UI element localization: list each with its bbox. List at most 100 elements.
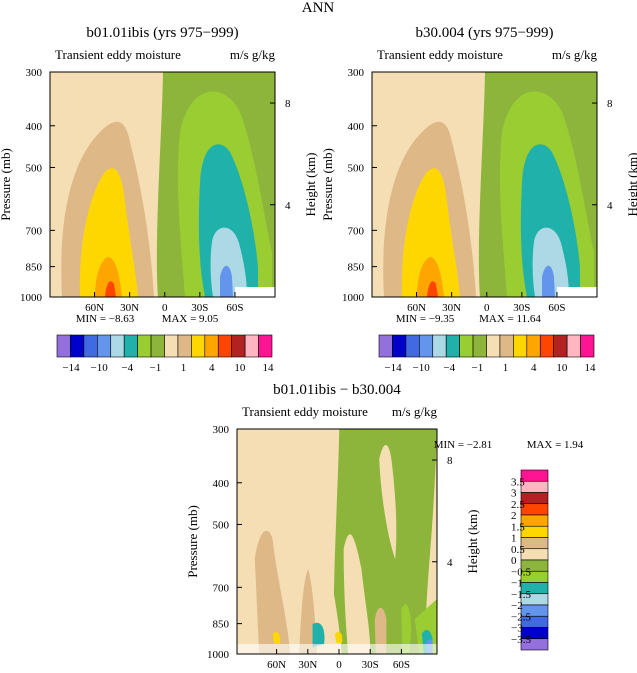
colorbar-box — [520, 638, 549, 651]
max-label: MAX = 11.64 — [479, 313, 541, 325]
panel-subtitle: Transient eddy moisture — [242, 404, 368, 419]
x-tick-label: 0 — [484, 302, 490, 314]
min-label: MIN = −8.63 — [76, 313, 135, 325]
colorbar-box — [419, 334, 434, 358]
y-tick-label: 1000 — [207, 649, 230, 661]
y-tick-label: 850 — [348, 262, 365, 274]
plot-frame — [236, 428, 438, 655]
y2-tick-label: 8 — [447, 455, 453, 467]
min-label: MIN = −9.35 — [396, 313, 455, 325]
colorbar-box — [164, 334, 179, 358]
colorbar-box — [520, 503, 549, 516]
colorbar-box — [231, 334, 246, 358]
colorbar-box — [520, 537, 549, 550]
max-label: MAX = 1.94 — [527, 439, 584, 451]
plot-area — [50, 72, 275, 297]
panel-units: m/s g/kg — [552, 47, 598, 62]
x-tick-label: 30N — [298, 659, 317, 671]
y2-tick-label: 4 — [285, 200, 291, 212]
colorbar-label: −1.5 — [511, 589, 531, 601]
y-tick-label: 400 — [213, 478, 230, 490]
colorbar-label: 1.5 — [511, 521, 525, 533]
colorbar-label: −14 — [384, 362, 402, 374]
colorbar-label: −2 — [511, 600, 523, 612]
x-tick-label: 60S — [226, 302, 243, 314]
y-tick-label: 500 — [26, 162, 43, 174]
y2-axis-label: Height (km) — [625, 153, 637, 217]
min-label: MIN = −2.81 — [434, 439, 493, 451]
colorbar-box — [513, 334, 528, 358]
colorbar-label: −1 — [150, 362, 162, 374]
colorbar-label: 3 — [511, 488, 517, 500]
colorbar-label: 2 — [511, 510, 517, 522]
colorbar-box — [526, 334, 541, 358]
plot-frame — [371, 71, 598, 298]
colorbar-label: 3.5 — [511, 476, 525, 488]
colorbar-box — [204, 334, 219, 358]
y2-tick-label: 4 — [447, 557, 453, 569]
colorbar-label: 4 — [531, 362, 537, 374]
colorbar-label: 0 — [511, 555, 517, 567]
y-tick-label: 500 — [348, 162, 365, 174]
colorbar-label: 10 — [234, 362, 246, 374]
colorbar-box — [520, 525, 549, 538]
colorbar-box — [486, 334, 501, 358]
colorbar-label: −3.5 — [511, 634, 531, 646]
colorbar-box — [566, 334, 581, 358]
y-tick-label: 400 — [348, 121, 365, 133]
y-axis-label: Pressure (mb) — [0, 148, 13, 221]
colorbar-label: 1 — [503, 362, 509, 374]
colorbar-box — [56, 334, 71, 358]
colorbar-label: −3 — [511, 623, 523, 635]
colorbar-box — [258, 334, 273, 358]
y-tick-label: 300 — [213, 424, 230, 436]
panel-title: b01.01ibis (yrs 975−999) — [86, 25, 238, 41]
colorbar-box — [432, 334, 447, 358]
colorbar-box — [520, 548, 549, 561]
y-tick-label: 700 — [348, 225, 365, 237]
colorbar-box — [520, 514, 549, 527]
panel-subtitle: Transient eddy moisture — [55, 47, 181, 62]
colorbar-box — [553, 334, 568, 358]
colorbar-box — [520, 480, 549, 493]
colorbar-label: 0.5 — [511, 544, 525, 556]
colorbar-box — [123, 334, 138, 358]
y-tick-label: 300 — [348, 67, 365, 79]
plot-frame — [49, 71, 276, 298]
y-tick-label: 700 — [26, 225, 43, 237]
colorbar-label: 1 — [511, 533, 517, 545]
colorbar-box — [70, 334, 85, 358]
x-tick-label: 30S — [513, 302, 530, 314]
contour-field — [50, 72, 275, 297]
x-tick-label: 60N — [267, 659, 286, 671]
colorbar-box — [378, 334, 393, 358]
colorbar-label: 1 — [181, 362, 187, 374]
y2-axis-label: Height (km) — [303, 153, 318, 217]
y-tick-label: 1000 — [342, 292, 365, 304]
panel-units: m/s g/kg — [392, 404, 438, 419]
colorbar-box — [405, 334, 420, 358]
colorbar-label: −10 — [413, 362, 431, 374]
colorbar-label: 14 — [584, 362, 596, 374]
y2-tick-label: 8 — [285, 98, 291, 110]
panel-units: m/s g/kg — [230, 47, 276, 62]
y-tick-label: 400 — [26, 121, 43, 133]
y-axis-label: Pressure (mb) — [320, 148, 335, 221]
colorbar-box — [459, 334, 474, 358]
y-axis-label: Pressure (mb) — [185, 505, 200, 578]
y-tick-label: 500 — [213, 519, 230, 531]
colorbar-label: −2.5 — [511, 611, 531, 623]
max-label: MAX = 9.05 — [162, 313, 219, 325]
colorbar-label: 2.5 — [511, 499, 525, 511]
colorbar-box — [580, 334, 595, 358]
y-tick-label: 300 — [26, 67, 43, 79]
colorbar-box — [150, 334, 165, 358]
colorbar-box — [520, 469, 549, 482]
y-tick-label: 1000 — [20, 292, 43, 304]
colorbar-box — [137, 334, 152, 358]
x-tick-label: 0 — [162, 302, 168, 314]
colorbar-label: −1 — [511, 578, 523, 590]
plot-area — [237, 429, 437, 654]
colorbar-box — [472, 334, 487, 358]
